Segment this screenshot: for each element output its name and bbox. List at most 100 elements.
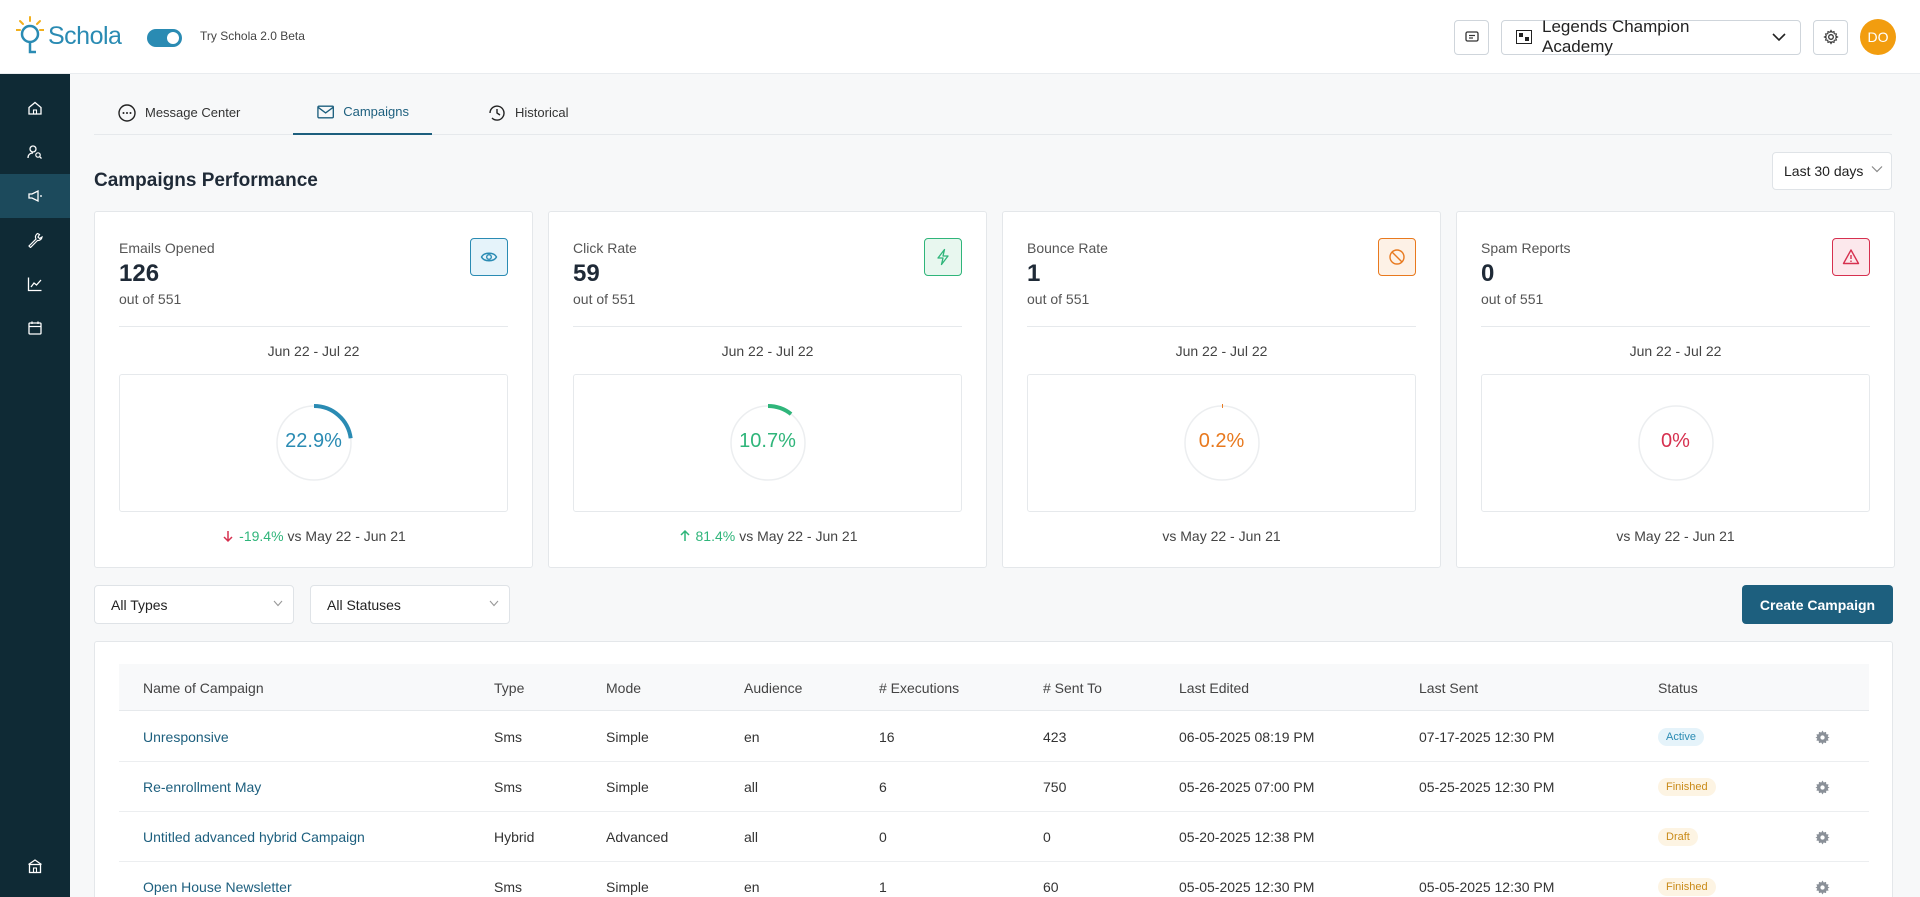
status-cell: Active (1658, 712, 1704, 762)
kpi-delta: 81.4% (695, 528, 736, 544)
sidebar-item-leads[interactable] (0, 130, 70, 174)
table-row[interactable]: Unresponsive Sms Simple en 16 423 06-05-… (119, 712, 1869, 762)
gear-icon (1815, 879, 1830, 895)
row-settings-button[interactable] (1815, 862, 1830, 897)
lightbulb-logo-icon (16, 16, 44, 54)
beta-toggle[interactable] (147, 29, 182, 47)
kpi-comparison: vs May 22 - Jun 21 (1457, 528, 1894, 544)
column-header[interactable]: Name of Campaign (143, 679, 264, 696)
campaign-name-link[interactable]: Re-enrollment May (143, 779, 262, 795)
user-avatar[interactable]: DO (1860, 19, 1896, 55)
kpi-icon-box (1832, 238, 1870, 276)
kpi-comparison: vs May 22 - Jun 21 (1003, 528, 1440, 544)
bolt-icon (937, 248, 949, 266)
column-header[interactable]: Last Edited (1179, 679, 1250, 696)
campaign-last-sent: 07-17-2025 12:30 PM (1419, 729, 1555, 745)
kpi-compare-period: vs May 22 - Jun 21 (1616, 528, 1735, 544)
kpi-delta: -19.4% (239, 528, 284, 544)
campaign-name-link[interactable]: Open House Newsletter (143, 879, 292, 895)
gear-icon (1815, 729, 1830, 745)
tab-historical[interactable]: Historical (464, 90, 591, 135)
campaigns-table: Name of Campaign Type Mode Audience # Ex… (94, 641, 1893, 897)
campaign-executions: 16 (879, 729, 895, 745)
kpi-chart: 22.9% (119, 374, 508, 512)
arrow-down-icon (223, 531, 233, 543)
column-header[interactable]: Last Sent (1419, 679, 1479, 696)
ring-progress-arc (1182, 404, 1261, 482)
kpi-icon-box (1378, 238, 1416, 276)
kpi-label: Emails Opened (119, 240, 215, 256)
campaign-last-edited: 05-05-2025 12:30 PM (1179, 879, 1315, 895)
table-row[interactable]: Open House Newsletter Sms Simple en 1 60… (119, 862, 1869, 897)
megaphone-icon (28, 189, 42, 203)
settings-button[interactable] (1813, 19, 1848, 55)
kpi-chart: 10.7% (573, 374, 962, 512)
kpi-percent: 0% (1661, 430, 1690, 452)
tab-message-center[interactable]: Message Center (94, 90, 263, 135)
row-settings-button[interactable] (1815, 712, 1830, 762)
campaign-type: Sms (494, 729, 522, 745)
sidebar-item-calendar[interactable] (0, 306, 70, 350)
sidebar-item-home[interactable] (0, 86, 70, 130)
campaign-audience: all (744, 829, 759, 845)
progress-ring (274, 404, 353, 482)
kpi-chart: 0% (1481, 374, 1870, 512)
campaign-last-edited: 05-20-2025 12:38 PM (1179, 829, 1315, 845)
campaign-audience: all (744, 779, 759, 795)
kpi-compare-period: vs May 22 - Jun 21 (1162, 528, 1281, 544)
table-row[interactable]: Re-enrollment May Sms Simple all 6 750 0… (119, 762, 1869, 812)
date-range-value: Last 30 days (1784, 163, 1864, 179)
tab-campaigns[interactable]: Campaigns (293, 90, 432, 135)
date-range-select[interactable]: Last 30 days (1772, 152, 1892, 190)
messages-button[interactable] (1454, 19, 1489, 55)
campaign-name-link[interactable]: Untitled advanced hybrid Campaign (143, 829, 365, 845)
kpi-percent: 10.7% (739, 430, 796, 452)
chevron-down-icon (1772, 33, 1786, 42)
type-filter[interactable]: All Types (94, 585, 294, 624)
create-campaign-button[interactable]: Create Campaign (1742, 585, 1893, 624)
school-flag-icon (1516, 30, 1532, 44)
campaign-executions: 1 (879, 879, 887, 895)
tab-label: Historical (515, 105, 569, 120)
tab-label: Campaigns (343, 104, 409, 119)
sidebar-item-campaigns[interactable] (0, 174, 70, 218)
column-header[interactable]: Mode (606, 679, 642, 696)
kpi-card-spam-reports: Spam Reports 0 out of 551 Jun 22 - Jul 2… (1456, 211, 1895, 568)
clock-icon (489, 104, 505, 121)
campaign-type: Sms (494, 879, 522, 895)
schola-logo[interactable]: Schola (16, 16, 122, 56)
row-settings-button[interactable] (1815, 762, 1830, 812)
kpi-comparison: 81.4% vs May 22 - Jun 21 (549, 528, 986, 544)
campaign-last-sent: 05-05-2025 12:30 PM (1419, 879, 1555, 895)
kpi-chart: 0.2% (1027, 374, 1416, 512)
campaign-name-link[interactable]: Unresponsive (143, 729, 229, 745)
row-settings-button[interactable] (1815, 812, 1830, 862)
status-filter-value: All Statuses (327, 596, 401, 613)
column-header[interactable]: # Sent To (1043, 679, 1102, 696)
ring-progress-arc (728, 404, 807, 482)
status-filter[interactable]: All Statuses (310, 585, 510, 624)
table-row[interactable]: Untitled advanced hybrid Campaign Hybrid… (119, 812, 1869, 862)
gear-icon (1815, 779, 1830, 795)
table-header: Name of Campaign Type Mode Audience # Ex… (119, 664, 1869, 711)
ban-icon (1389, 249, 1405, 265)
kpi-date-range: Jun 22 - Jul 22 (267, 343, 360, 359)
warning-icon (1842, 249, 1860, 265)
wrench-icon (28, 232, 43, 248)
column-header[interactable]: Type (494, 679, 525, 696)
kpi-value: 126 (119, 260, 160, 287)
school-selector[interactable]: Legends Champion Academy (1501, 17, 1801, 56)
users-search-icon (27, 145, 42, 159)
column-header[interactable]: # Executions (879, 679, 960, 696)
campaign-last-edited: 05-26-2025 07:00 PM (1179, 779, 1315, 795)
kpi-compare-period: vs May 22 - Jun 21 (287, 528, 406, 544)
sidebar-item-tools[interactable] (0, 218, 70, 262)
column-header[interactable]: Audience (744, 679, 803, 696)
tab-bar: Message Center Campaigns Historical (94, 90, 1892, 135)
sidebar-item-school[interactable] (0, 844, 70, 888)
status-badge: Draft (1658, 828, 1698, 846)
sidebar-item-reports[interactable] (0, 262, 70, 306)
column-header[interactable]: Status (1658, 679, 1698, 696)
message-icon (1464, 31, 1479, 42)
school-name: Legends Champion Academy (1542, 17, 1690, 56)
